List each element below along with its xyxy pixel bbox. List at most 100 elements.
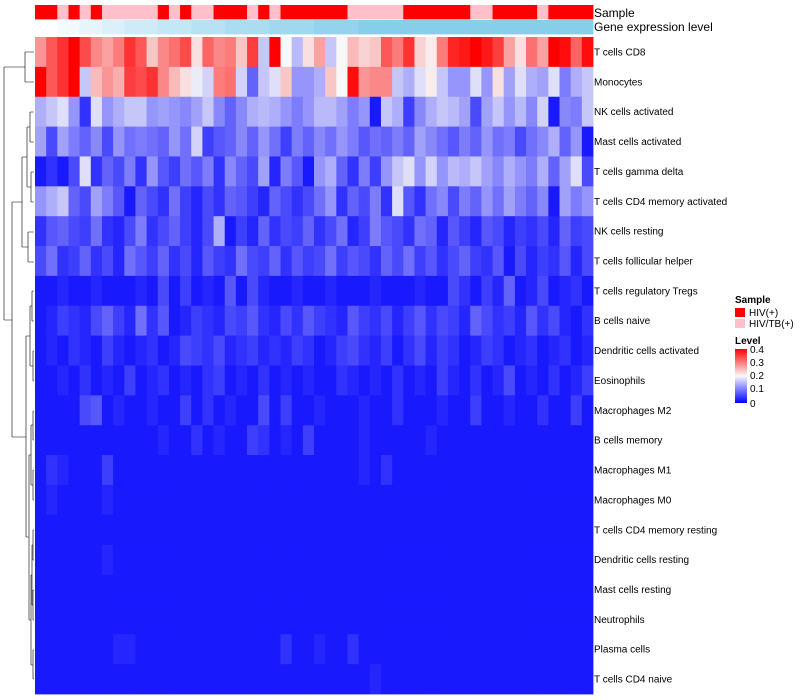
heatmap-cell [526, 66, 538, 98]
heatmap-cell [336, 156, 348, 187]
dendrogram-branch [22, 127, 34, 203]
heatmap-cell [224, 455, 237, 486]
heatmap-cell [101, 335, 114, 366]
heatmap-cell [481, 37, 493, 68]
row-label: Macrophages M0 [594, 495, 672, 506]
heatmap-cell [325, 395, 337, 426]
heatmap-cell [403, 664, 415, 695]
heatmap-cell [146, 186, 159, 217]
heatmap-cell [403, 37, 415, 68]
heatmap-cell [157, 305, 170, 337]
heatmap-cell [258, 126, 270, 157]
heatmap-cell [436, 544, 449, 575]
heatmap-cell [269, 186, 281, 217]
heatmap-cell [191, 484, 203, 516]
heatmap-cell [481, 126, 493, 157]
heatmap-cell [180, 305, 192, 337]
heatmap-cell [68, 634, 81, 665]
heatmap-cell [436, 634, 449, 665]
heatmap-cell [57, 96, 69, 127]
heatmap-cell [314, 395, 326, 426]
heatmap-cell [470, 156, 482, 187]
heatmap-cell [548, 156, 560, 187]
heatmap-cell [202, 395, 214, 426]
heatmap-cell [224, 66, 237, 98]
heatmap-cell [46, 574, 58, 605]
heatmap-cell [581, 156, 594, 187]
heatmap-cell [526, 305, 538, 337]
heatmap-cell [269, 634, 281, 665]
sample-annotation-cell [447, 5, 460, 20]
heatmap-cell [581, 365, 594, 396]
heatmap-cell [503, 574, 516, 605]
heatmap-cell [135, 156, 147, 187]
heatmap-cell [224, 664, 237, 695]
heatmap-cell [403, 156, 415, 187]
heatmap-cell [247, 544, 259, 575]
heatmap-cell [101, 514, 114, 546]
heatmap-cell [101, 305, 114, 337]
heatmap-cell [581, 514, 594, 546]
heatmap-cell [425, 96, 438, 127]
heatmap-cell [447, 395, 460, 426]
heatmap-cell [124, 275, 136, 307]
heatmap-cell [336, 186, 348, 217]
heatmap-cell [447, 365, 460, 396]
heatmap-cell [380, 634, 393, 665]
heatmap-cell [191, 425, 203, 456]
heatmap-cell [46, 305, 58, 337]
heatmap-cell [481, 395, 493, 426]
heatmap-cell [559, 156, 572, 187]
heatmap-cell [380, 365, 393, 396]
heatmap-cell [425, 395, 438, 426]
heatmap-cell [79, 126, 92, 157]
heatmap-cell [35, 544, 47, 575]
heatmap-cell [503, 246, 516, 277]
heatmap-cell [35, 305, 47, 337]
heatmap-cell [481, 455, 493, 486]
sample-annotation-cell [202, 5, 214, 20]
heatmap-cell [537, 514, 549, 546]
heatmap-cell [503, 544, 516, 575]
heatmap-cell [514, 455, 527, 486]
heatmap-cell [436, 216, 449, 247]
heatmap-cell [392, 514, 404, 546]
heatmap-cell [280, 395, 293, 426]
heatmap-cell [101, 604, 114, 635]
heatmap-cell [459, 425, 471, 456]
sample-annotation-cell [235, 5, 248, 20]
heatmap-cell [124, 395, 136, 426]
heatmap-cell [235, 335, 248, 366]
heatmap-cell [202, 634, 214, 665]
heatmap-cell [325, 425, 337, 456]
heatmap-cell [35, 634, 47, 665]
heatmap-cell [168, 96, 181, 127]
heatmap-cell [537, 186, 549, 217]
heatmap-cell [101, 544, 114, 575]
heatmap-cell [157, 66, 170, 98]
heatmap-cell [258, 484, 270, 516]
heatmap-cell [180, 246, 192, 277]
heatmap-cell [180, 455, 192, 486]
heatmap-cell [548, 455, 560, 486]
heatmap-cell [414, 275, 426, 307]
heatmap-cell [325, 216, 337, 247]
heatmap-cell [336, 484, 348, 516]
heatmap-cell [280, 66, 293, 98]
heatmap-cell [314, 37, 326, 68]
heatmap-cell [68, 484, 81, 516]
heatmap-cell [492, 484, 505, 516]
heatmap-cell [314, 335, 326, 366]
row-label: Macrophages M2 [594, 406, 672, 417]
sample-annotation-cell [392, 5, 404, 20]
heatmap-cell [68, 37, 81, 68]
heatmap-cell [503, 335, 516, 366]
heatmap-cell [35, 246, 47, 277]
heatmap-cell [358, 216, 371, 247]
expression-annotation-cell [503, 20, 516, 35]
heatmap-cell [470, 365, 482, 396]
heatmap-cell [235, 96, 248, 127]
heatmap-cell [581, 216, 594, 247]
heatmap-cell [202, 66, 214, 98]
heatmap-cell [157, 604, 170, 635]
